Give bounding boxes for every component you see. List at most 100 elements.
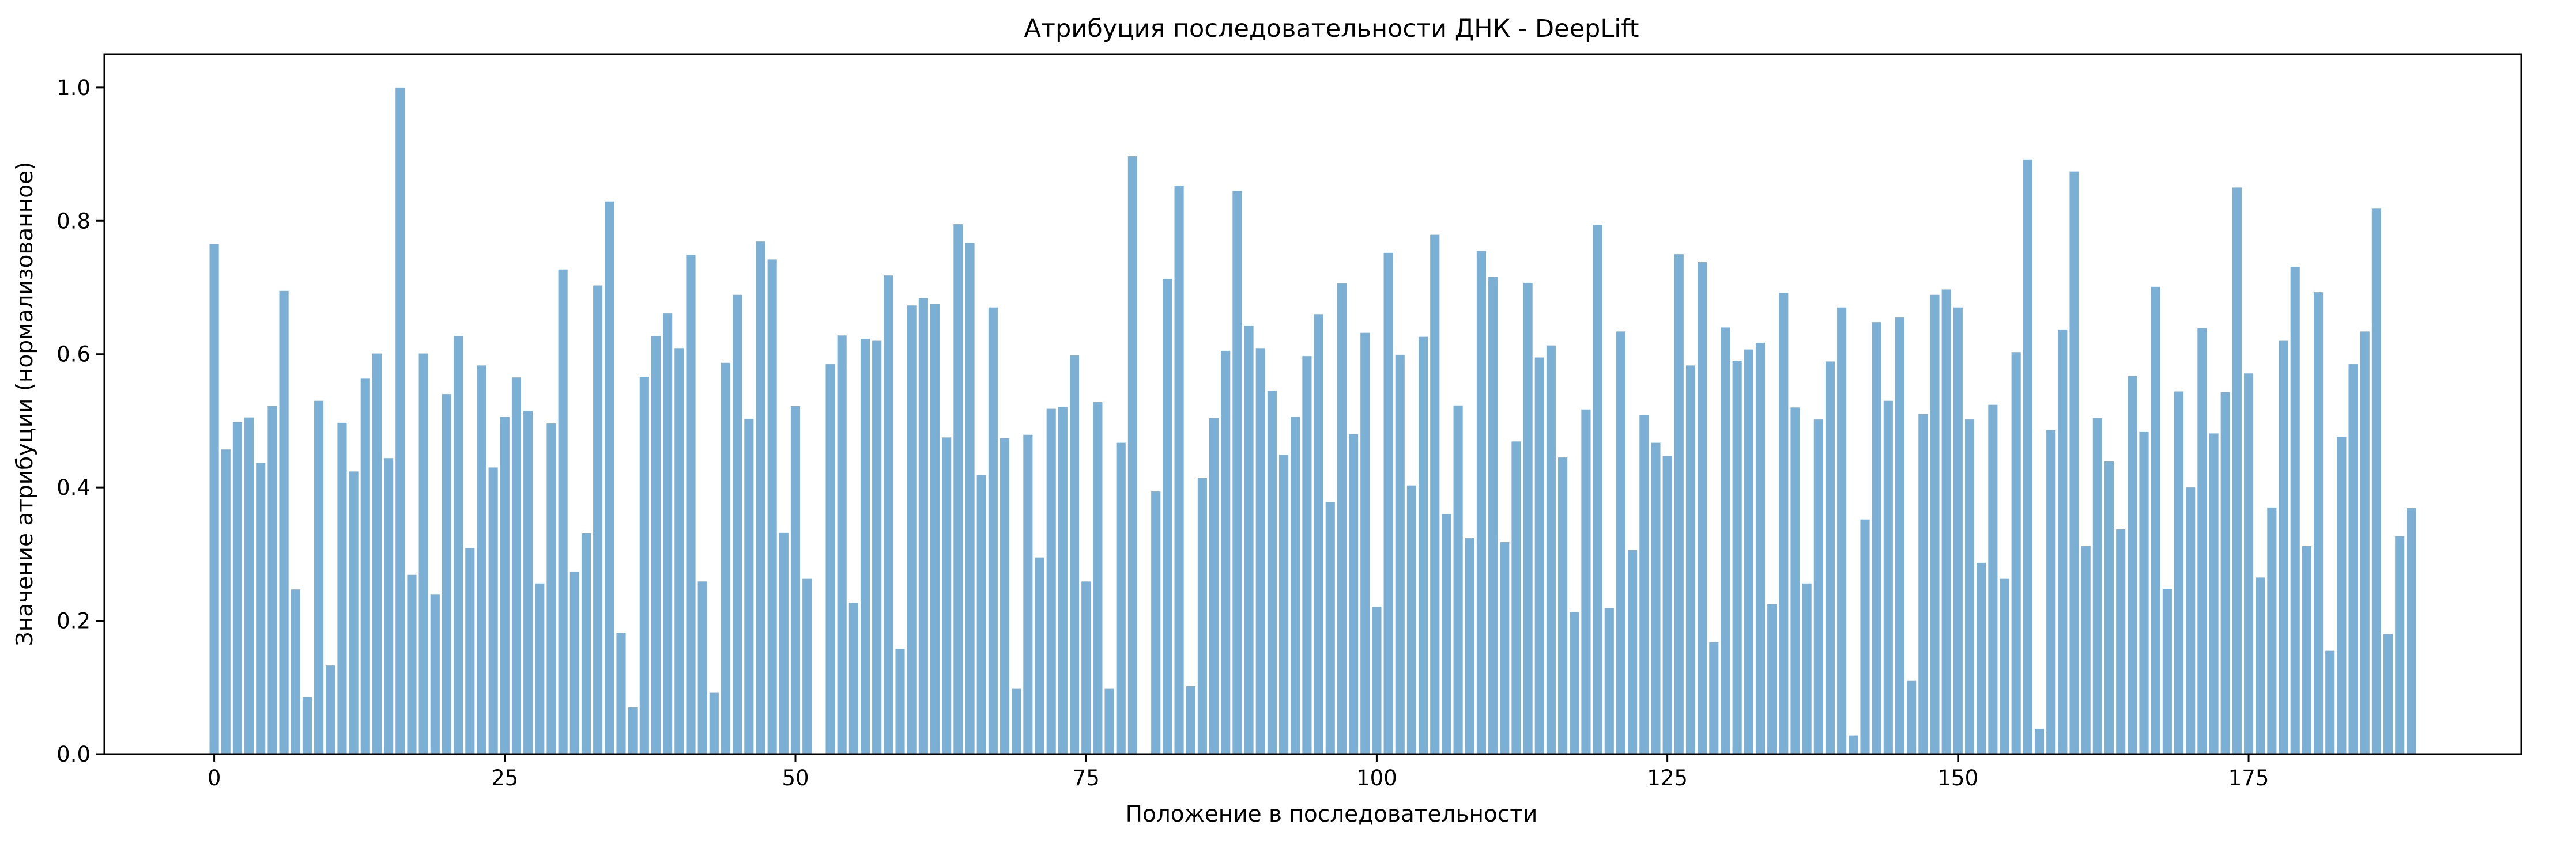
bar <box>639 377 649 754</box>
bar <box>1872 322 1881 754</box>
bar <box>1581 409 1591 754</box>
y-tick-label: 0.6 <box>56 342 90 367</box>
chart-title: Атрибуция последовательности ДНК - DeepL… <box>1024 14 1639 43</box>
bar <box>1221 350 1231 754</box>
bar <box>1964 419 1975 754</box>
bar <box>384 458 394 754</box>
bar <box>360 378 370 754</box>
bar <box>1988 404 1998 754</box>
bar <box>1883 400 1893 754</box>
bar <box>1941 289 1951 755</box>
bar <box>1732 361 1742 754</box>
bar <box>1453 405 1463 754</box>
bar <box>976 475 986 754</box>
bar <box>1151 491 1161 754</box>
bar <box>1802 583 1812 754</box>
bar <box>1558 457 1568 754</box>
bar <box>279 290 289 754</box>
bar <box>232 422 242 754</box>
bar <box>2081 546 2091 754</box>
bar <box>697 581 707 754</box>
bar <box>1174 185 1184 755</box>
bar <box>1209 418 1219 754</box>
bar <box>756 241 765 754</box>
bar <box>1953 307 1963 754</box>
bar <box>1069 355 1080 754</box>
x-tick-label: 50 <box>782 766 809 790</box>
bar <box>302 697 312 754</box>
bar <box>1035 557 1044 754</box>
bar <box>1116 442 1126 754</box>
bar <box>372 353 382 754</box>
bar <box>267 406 277 754</box>
bar <box>2139 431 2149 754</box>
bar <box>605 201 614 755</box>
bar <box>988 307 998 754</box>
x-axis: 0 25 50 75 100 125 150 175 <box>208 754 2269 790</box>
bar <box>1616 331 1626 754</box>
x-tick-label: 100 <box>1356 766 1397 790</box>
x-tick-label: 150 <box>1938 766 1979 790</box>
bar <box>314 400 324 754</box>
bar <box>2256 577 2265 754</box>
bar <box>767 259 777 754</box>
bar <box>1977 562 1986 754</box>
bar <box>1698 262 1707 754</box>
bar <box>895 649 905 754</box>
x-tick-label: 75 <box>1073 766 1100 790</box>
y-axis-label: Значение атрибуции (нормализованное) <box>12 162 38 646</box>
bar <box>2302 546 2311 754</box>
bar <box>1000 438 1010 754</box>
bar <box>465 548 475 754</box>
bar <box>1488 277 1498 754</box>
y-axis: 0.0 0.2 0.4 0.6 0.8 1.0 <box>56 75 104 767</box>
bar <box>593 285 603 754</box>
bar <box>2395 536 2405 754</box>
bar <box>825 364 835 754</box>
bar <box>523 411 533 754</box>
bar <box>581 533 591 754</box>
bar <box>837 335 847 754</box>
bar <box>1419 336 1428 754</box>
bar <box>1651 442 1661 754</box>
bar <box>930 304 940 754</box>
bar <box>1825 361 1835 754</box>
x-axis-label: Положение в последовательности <box>1126 801 1538 827</box>
bar <box>1779 293 1789 754</box>
bar <box>744 418 754 754</box>
bar <box>651 336 661 754</box>
bar <box>1476 251 1486 754</box>
bar <box>1163 278 1172 755</box>
bar <box>1709 642 1719 754</box>
bar <box>709 692 719 754</box>
bar <box>686 255 696 754</box>
bar <box>2034 729 2045 754</box>
bar <box>569 571 579 754</box>
bar <box>244 417 254 754</box>
bar <box>2023 159 2032 755</box>
bar <box>884 275 893 754</box>
bar <box>907 305 917 754</box>
bar <box>2011 352 2021 754</box>
bar <box>2174 391 2184 754</box>
bar <box>2348 364 2358 754</box>
bar <box>209 244 219 754</box>
bar <box>221 449 231 754</box>
bar <box>1895 317 1905 754</box>
y-tick-label: 0.0 <box>56 742 90 767</box>
bar <box>558 269 568 754</box>
bar <box>2290 267 2300 754</box>
bar <box>1186 686 1195 754</box>
bar <box>1093 402 1103 754</box>
bar <box>1081 581 1091 754</box>
bar <box>1337 283 1347 754</box>
bar <box>1511 441 1521 754</box>
x-tick-label: 0 <box>208 766 221 790</box>
bar <box>1406 485 1416 754</box>
bar <box>2267 507 2277 754</box>
bar <box>2243 373 2254 754</box>
bar <box>500 417 510 754</box>
bar <box>953 224 963 754</box>
bar <box>779 532 789 754</box>
